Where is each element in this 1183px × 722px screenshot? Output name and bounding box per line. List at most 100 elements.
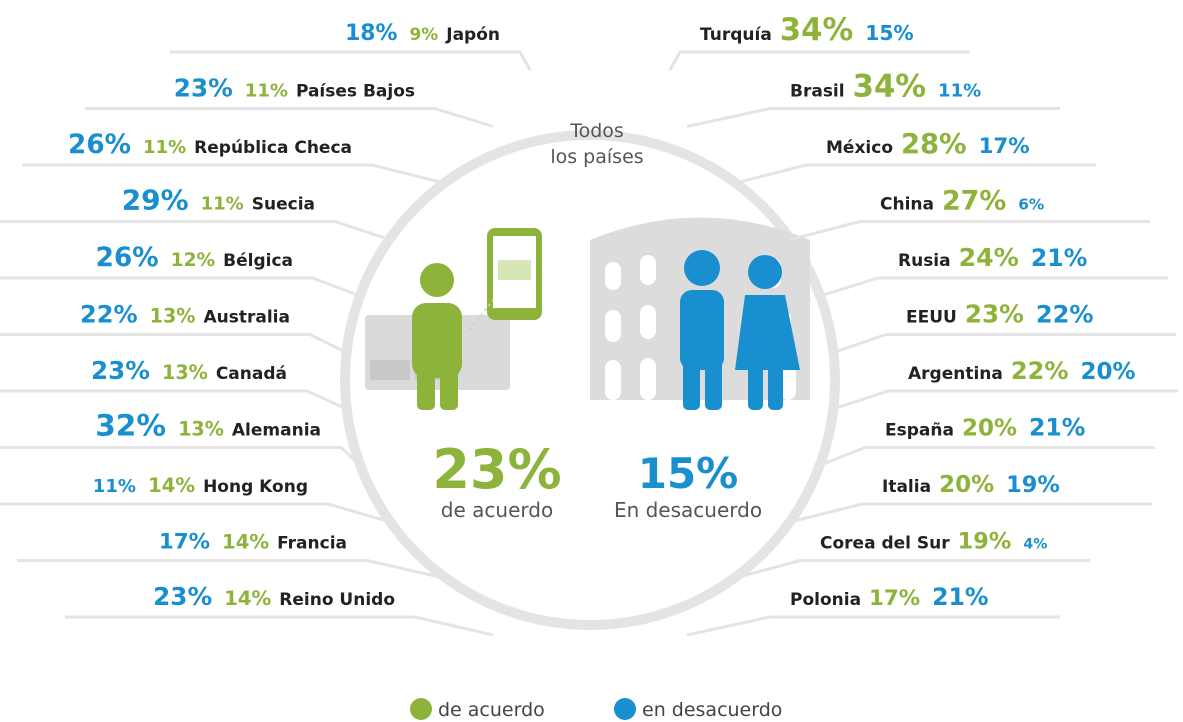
disagree-value: 32%: [95, 409, 166, 443]
disagree-value: 6%: [1018, 196, 1044, 214]
country-row: 22% 13% Australia: [80, 301, 290, 329]
country-name: Rusia: [898, 251, 951, 271]
agree-value: 14%: [222, 531, 269, 554]
agree-value: 27%: [942, 186, 1006, 217]
agree-value: 19%: [958, 529, 1012, 555]
country-row: México 28% 17%: [826, 129, 1030, 160]
agree-value: 13%: [150, 305, 196, 328]
disagree-value: 4%: [1023, 537, 1047, 553]
agree-value: 20%: [939, 472, 994, 498]
country-name: Corea del Sur: [820, 534, 950, 554]
leader-line: [789, 502, 1152, 524]
country-name: China: [880, 195, 934, 215]
country-row: 23% 14% Reino Unido: [153, 582, 395, 611]
agree-value: 28%: [901, 129, 967, 160]
country-row: Turquía 34% 15%: [700, 13, 914, 48]
disagree-value: 17%: [159, 530, 210, 555]
disagree-value: 26%: [68, 130, 131, 160]
legend-label: de acuerdo: [438, 699, 545, 721]
overall-agree-label: de acuerdo: [441, 498, 553, 522]
country-name: Países Bajos: [296, 82, 415, 102]
disagree-value: 17%: [979, 134, 1030, 159]
agree-value: 11%: [245, 81, 288, 102]
leader-line: [0, 220, 390, 241]
country-name: Japón: [445, 25, 500, 45]
agree-value: 34%: [853, 70, 926, 105]
country-row: Corea del Sur 19% 4%: [820, 529, 1047, 555]
agree-value: 14%: [224, 587, 271, 610]
country-row: 29% 11% Suecia: [122, 184, 315, 217]
leader-line: [668, 50, 970, 71]
country-name: Turquía: [700, 25, 772, 45]
agree-value: 11%: [143, 137, 186, 158]
leader-line: [170, 50, 532, 71]
agree-value: 23%: [965, 300, 1024, 329]
country-name: Alemania: [232, 421, 321, 441]
disagree-value: 26%: [96, 243, 159, 273]
disagree-people-icon: [680, 250, 800, 410]
leader-line: [686, 615, 1060, 637]
country-name: EEUU: [906, 308, 957, 328]
leader-line: [733, 559, 1090, 580]
country-name: Canadá: [216, 364, 287, 384]
leader-line: [0, 502, 391, 524]
agree-person-icon: [412, 228, 542, 410]
leader-line: [22, 163, 445, 185]
overall-disagree-label: En desacuerdo: [614, 498, 762, 522]
disagree-value: 22%: [80, 301, 138, 329]
agree-value: 13%: [178, 418, 224, 441]
disagree-value: 22%: [1036, 301, 1094, 329]
leader-line: [17, 559, 447, 580]
country-row: 32% 13% Alemania: [95, 409, 321, 443]
center-title: los países: [550, 146, 643, 168]
country-name: Brasil: [790, 82, 845, 102]
country-row: Brasil 34% 11%: [790, 70, 981, 105]
leader-line: [832, 389, 1178, 411]
country-name: México: [826, 138, 893, 158]
country-name: Argentina: [908, 364, 1003, 384]
disagree-value: 15%: [865, 21, 913, 45]
country-row: Rusia 24% 21%: [898, 243, 1087, 272]
disagree-value: 20%: [1081, 359, 1136, 385]
center-ring: [340, 130, 840, 630]
country-name: Bélgica: [223, 251, 293, 271]
legend-swatch: [614, 698, 636, 720]
agree-value: 17%: [869, 586, 920, 611]
agree-value: 13%: [162, 361, 208, 384]
agree-value: 12%: [171, 250, 216, 271]
country-row: EEUU 23% 22%: [906, 300, 1094, 329]
agree-value: 9%: [409, 24, 438, 44]
overall-disagree: 15%: [638, 449, 739, 498]
country-name: Hong Kong: [203, 477, 308, 497]
disagree-value: 23%: [91, 356, 150, 385]
country-row: 23% 11% Países Bajos: [174, 74, 415, 103]
leader-line: [0, 333, 348, 354]
leader-line: [819, 276, 1168, 298]
country-row: 17% 14% Francia: [159, 530, 347, 555]
country-name: Polonia: [790, 590, 861, 610]
country-row: 11% 14% Hong Kong: [93, 474, 308, 497]
country-name: Australia: [204, 308, 291, 328]
disagree-value: 19%: [1006, 472, 1060, 498]
center-title: Todos: [569, 120, 624, 142]
agree-value: 24%: [959, 243, 1019, 272]
disagree-value: 21%: [1031, 244, 1087, 272]
country-row: 26% 11% República Checa: [68, 130, 352, 160]
country-name: República Checa: [194, 138, 352, 158]
leader-line: [65, 615, 494, 637]
legend-label: en desacuerdo: [642, 699, 782, 721]
country-name: Suecia: [252, 195, 315, 215]
country-row: Argentina 22% 20%: [908, 357, 1136, 385]
leader-line: [85, 107, 494, 128]
leader-line: [0, 276, 361, 298]
disagree-value: 21%: [932, 583, 988, 611]
leader-line: [790, 220, 1150, 241]
leader-line: [0, 389, 348, 411]
leader-line: [832, 333, 1176, 354]
country-row: España 20% 21%: [885, 414, 1085, 442]
disagree-value: 29%: [122, 184, 189, 217]
country-row: Polonia 17% 21%: [790, 583, 989, 611]
country-name: Italia: [882, 477, 931, 497]
disagree-value: 11%: [93, 476, 136, 497]
